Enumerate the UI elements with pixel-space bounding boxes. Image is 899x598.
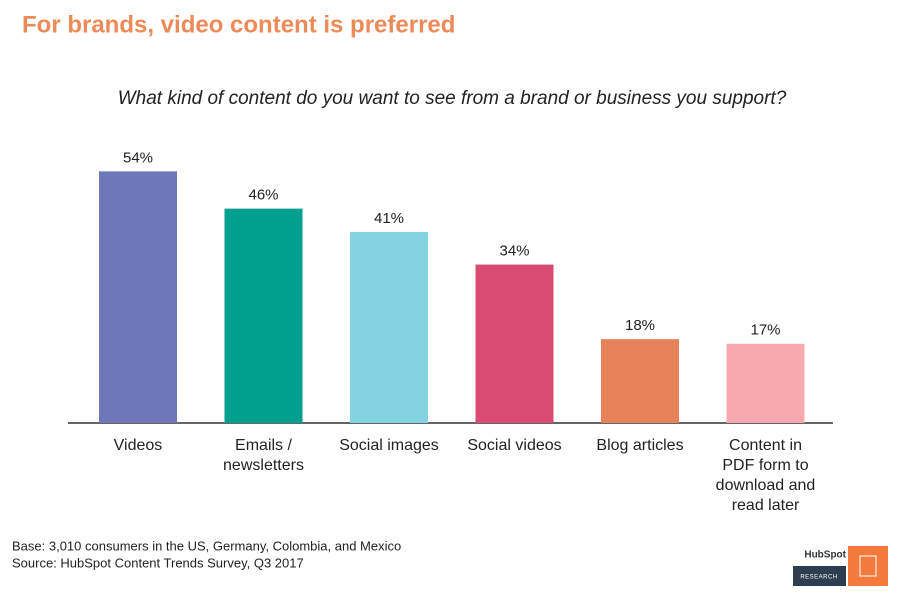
- bar: [475, 264, 554, 423]
- chart-title: For brands, video content is preferred: [22, 11, 455, 38]
- logo-icon: [859, 555, 877, 577]
- value-label: 34%: [499, 243, 529, 260]
- x-tick-label: Videos: [113, 437, 163, 454]
- x-tick-label: Content in PDF form to download and read…: [715, 437, 816, 514]
- value-label: 17%: [750, 322, 780, 339]
- x-tick-label: Social images: [339, 437, 439, 454]
- x-tick-label: Social videos: [467, 437, 562, 454]
- logo-label: RESEARCH: [800, 575, 837, 581]
- bar: [350, 231, 428, 423]
- bar: [601, 339, 679, 423]
- value-label: 18%: [625, 317, 655, 334]
- value-label: 41%: [374, 210, 404, 227]
- logo-mark: [848, 546, 888, 586]
- value-label: 54%: [123, 149, 153, 166]
- logo-band: [793, 566, 846, 586]
- bar: [99, 171, 177, 423]
- chart-subtitle: What kind of content do you want to see …: [118, 88, 787, 109]
- x-tick-label: Blog articles: [596, 437, 684, 454]
- x-tick-label: Emails / newsletters: [223, 437, 304, 474]
- value-label: 46%: [248, 187, 278, 204]
- logo-brand: HubSpot: [804, 550, 846, 561]
- bar: [224, 208, 303, 423]
- note: Base: 3,010 consumers in the US, Germany…: [12, 538, 401, 553]
- bar: [726, 343, 805, 423]
- note: Source: HubSpot Content Trends Survey, Q…: [12, 555, 304, 570]
